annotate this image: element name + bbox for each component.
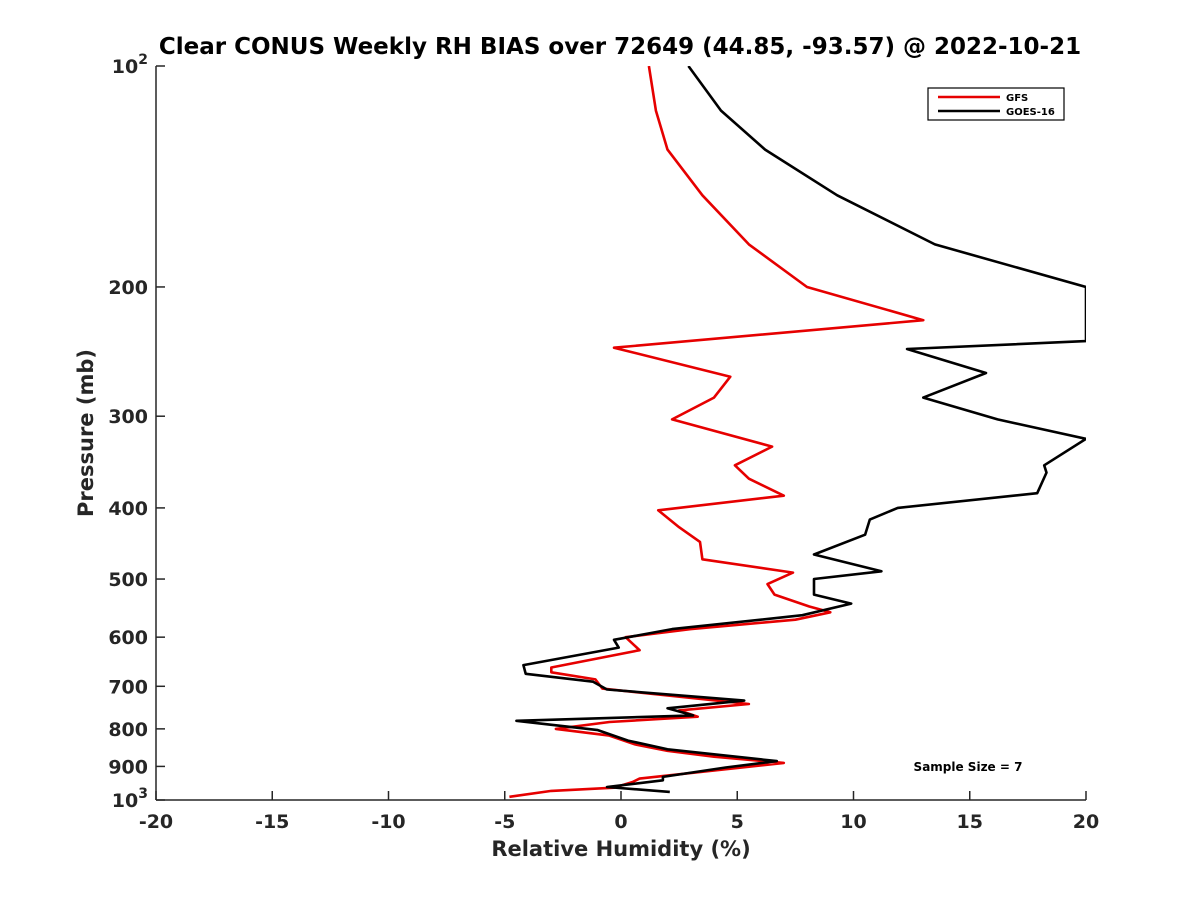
x-tick-label: -10 <box>371 811 405 833</box>
plot-area: -20 -15 -10 -5 0 5 10 15 20 102 200 300 400 500 600 70… <box>108 52 1099 833</box>
y-axis-label: Pressure (mb) <box>74 349 98 517</box>
x-axis-ticks: -20 -15 -10 -5 0 5 10 15 20 <box>139 791 1099 833</box>
chart-title: Clear CONUS Weekly RH BIAS over 72649 (4… <box>159 34 1081 60</box>
legend-label-goes-16: GOES-16 <box>1006 107 1055 118</box>
legend-label-gfs: GFS <box>1006 93 1028 104</box>
x-tick-label: 0 <box>614 811 627 833</box>
x-tick-label: -20 <box>139 811 173 833</box>
x-tick-label: 5 <box>731 811 744 833</box>
series-layer <box>509 66 1086 799</box>
legend: GFS GOES-16 <box>927 87 1065 121</box>
x-tick-label: -5 <box>494 811 515 833</box>
y-axis-ticks: 102 200 300 400 500 600 700 800 900 103 <box>108 52 165 812</box>
y-tick-label: 800 <box>108 719 148 741</box>
legend-box <box>927 87 1065 121</box>
y-tick-label: 400 <box>108 498 148 520</box>
y-tick-label: 900 <box>108 756 148 778</box>
y-tick-label: 700 <box>108 676 148 698</box>
x-tick-label: 20 <box>1073 811 1099 833</box>
series-line-goes-16 <box>515 66 1086 794</box>
sample-size-annotation: Sample Size = 7 <box>914 760 1023 774</box>
y-tick-label: 500 <box>108 569 148 591</box>
y-tick-label: 103 <box>112 786 148 812</box>
y-tick-label: 600 <box>108 627 148 649</box>
x-axis-label: Relative Humidity (%) <box>491 837 750 861</box>
y-tick-label: 200 <box>108 277 148 299</box>
x-tick-label: -15 <box>255 811 289 833</box>
series-line-gfs <box>509 66 925 799</box>
y-tick-label: 102 <box>112 52 148 78</box>
x-tick-label: 10 <box>840 811 866 833</box>
x-tick-label: 15 <box>957 811 983 833</box>
y-tick-label: 300 <box>108 406 148 428</box>
